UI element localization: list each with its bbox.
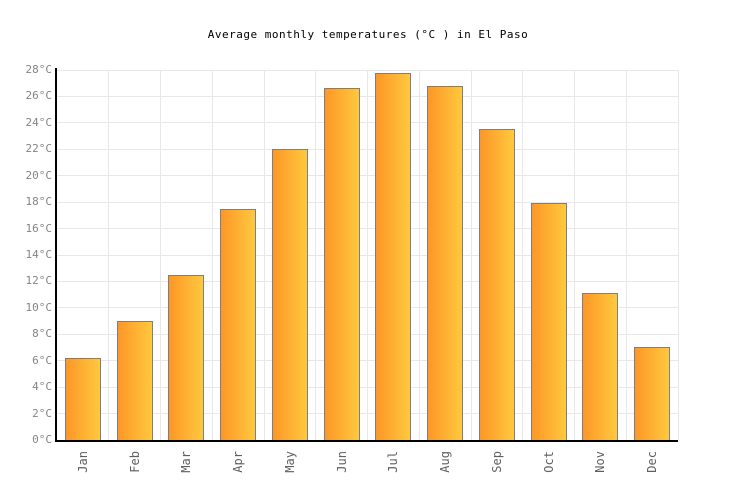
vertical-gridline [160,70,161,440]
vertical-gridline [315,70,317,440]
y-tick-label: 22°C [25,142,53,156]
y-tick-label: 20°C [25,168,53,182]
y-tick-label: 0°C [32,433,52,446]
x-tick-jan: Jan [76,447,90,477]
bar-oct [530,203,567,440]
x-tick-label: Nov [593,451,608,473]
x-tick-label: Mar [179,451,194,473]
x-tick-may: May [283,447,297,477]
vertical-gridline [418,70,420,440]
y-tick-label: 28°C [25,63,53,76]
plot-area [55,68,679,442]
bar-nov [582,293,619,440]
x-tick-label: Jul [386,451,401,473]
x-tick-label: Aug [438,451,453,473]
x-tick-label: Jan [75,451,90,473]
x-tick-apr: Apr [231,447,245,477]
vertical-gridline [211,70,213,440]
y-tick-label: 6°C [32,353,52,367]
x-tick-dec: Dec [645,447,659,477]
bar-dec [634,347,671,440]
y-tick-label: 24°C [25,115,53,129]
x-tick-label: Sep [489,451,504,473]
x-axis-line [55,440,678,442]
x-tick-mar: Mar [179,447,193,477]
x-tick-label: Apr [231,451,246,473]
y-tick-label: 26°C [25,89,53,103]
bar-jul [375,73,412,440]
x-tick-label: Feb [127,451,142,473]
vertical-gridline [470,70,472,440]
x-tick-label: May [282,451,297,473]
y-tick-label: 8°C [32,327,52,341]
x-tick-label: Dec [645,451,660,473]
x-tick-jun: Jun [335,447,349,477]
vertical-gridline [677,70,679,440]
x-tick-label: Jun [334,451,349,473]
x-tick-feb: Feb [128,447,142,477]
x-tick-aug: Aug [438,447,452,477]
x-tick-oct: Oct [542,447,556,477]
bar-jan [64,358,101,440]
x-tick-nov: Nov [593,447,607,477]
y-tick-label: 2°C [32,406,52,420]
y-tick-label: 4°C [32,380,52,394]
bar-feb [116,321,153,440]
y-axis-line [55,68,57,442]
vertical-gridline [574,70,575,440]
x-tick-jul: Jul [386,447,400,477]
vertical-gridline [108,70,110,440]
vertical-gridline [522,70,524,440]
vertical-gridline [625,70,627,440]
y-tick-label: 12°C [25,274,53,288]
bar-jun [323,88,360,440]
bar-mar [168,275,205,440]
y-tick-label: 10°C [25,300,53,314]
x-tick-sep: Sep [490,447,504,477]
bar-apr [220,209,257,440]
y-tick-label: 18°C [25,195,53,209]
y-tick-label: 16°C [25,221,53,235]
bar-may [271,149,308,440]
bar-aug [427,86,464,440]
vertical-gridline [367,70,368,440]
y-tick-label: 14°C [25,248,53,261]
vertical-gridline [263,70,265,440]
x-tick-label: Oct [541,451,556,473]
bar-sep [478,129,515,440]
chart-title: Average monthly temperatures (°C ) in El… [207,28,529,41]
